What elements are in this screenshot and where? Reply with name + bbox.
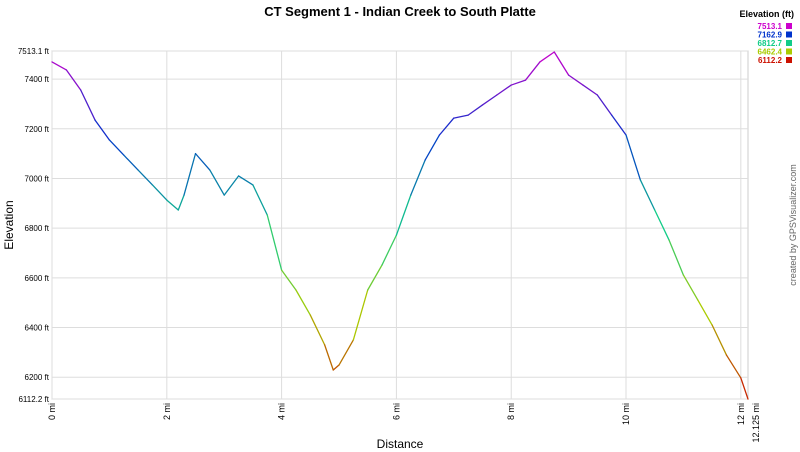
y-tick-label: 7200 ft: [25, 125, 50, 134]
elevation-segment: [639, 179, 656, 211]
elevation-segment: [94, 119, 111, 141]
elevation-segment: [266, 214, 283, 271]
elevation-segment: [453, 114, 469, 119]
y-tick-label: 7400 ft: [25, 75, 50, 84]
legend-label: 6462.4: [758, 48, 783, 57]
elevation-segment: [194, 152, 211, 171]
legend-label: 7162.9: [758, 31, 783, 40]
elevation-segment: [123, 154, 139, 171]
elevation-segment: [80, 89, 96, 121]
x-tick-label: 4 mi: [277, 403, 287, 420]
elevation-segment: [65, 69, 82, 91]
elevation-segment: [352, 289, 369, 341]
y-tick-label: 7000 ft: [25, 174, 50, 183]
elevation-segment: [424, 134, 441, 161]
elevation-segment: [137, 169, 154, 186]
y-tick-label: 6200 ft: [25, 373, 50, 382]
y-tick-label: 6112.2 ft: [18, 395, 49, 404]
elevation-segment: [295, 289, 311, 316]
elevation-segment: [309, 314, 326, 346]
elevation-segment: [524, 61, 541, 81]
elevation-segment: [332, 364, 340, 371]
legend-swatch: [786, 23, 792, 29]
elevation-segment: [237, 175, 254, 186]
elevation-segment: [539, 51, 555, 63]
legend-swatch: [786, 57, 792, 63]
elevation-segment: [567, 74, 584, 86]
y-tick-label: 6600 ft: [25, 274, 50, 283]
elevation-segment: [410, 159, 426, 196]
elevation-segment: [367, 264, 383, 291]
elevation-segment: [611, 114, 627, 136]
legend-title: Elevation (ft): [739, 9, 794, 19]
legend-swatch: [786, 40, 792, 46]
legend-swatch: [786, 48, 792, 55]
elevation-segment: [166, 199, 179, 211]
elevation-segment: [654, 209, 670, 241]
elevation-segment: [625, 134, 642, 181]
elevation-segment: [697, 299, 713, 326]
elevation-segment: [496, 84, 512, 96]
x-tick-label: 0 mi: [47, 403, 57, 420]
x-tick-label: 10 mi: [621, 403, 631, 425]
elevation-segment: [252, 184, 268, 216]
elevation-segment: [280, 269, 297, 291]
elevation-segment: [711, 324, 728, 356]
legend-label: 6112.2: [758, 56, 783, 65]
credit-text: created by GPSVisualizer.com: [788, 164, 798, 285]
elevation-segment: [338, 339, 355, 366]
elevation-segment: [177, 194, 185, 211]
legend-label: 7513.1: [758, 22, 783, 31]
elevation-segment: [51, 61, 68, 71]
elevation-segment: [324, 344, 334, 371]
elevation-segment: [510, 79, 527, 86]
elevation-segment: [467, 104, 484, 116]
elevation-segment: [682, 274, 699, 301]
elevation-segment: [108, 139, 125, 156]
elevation-segment: [553, 51, 570, 76]
elevation-segment: [395, 194, 412, 236]
y-tick-label: 7513.1 ft: [18, 47, 50, 56]
elevation-segment: [183, 152, 197, 196]
x-axis-label: Distance: [377, 437, 424, 451]
elevation-segment: [151, 184, 168, 201]
y-tick-label: 6800 ft: [25, 224, 50, 233]
x-tick-label: 6 mi: [391, 403, 401, 420]
elevation-segment: [438, 117, 455, 136]
elevation-segment: [725, 354, 742, 379]
x-tick-label: 2 mi: [162, 403, 172, 420]
x-tick-label: 8 mi: [506, 403, 516, 420]
x-tick-label: 12.125 mi: [751, 403, 761, 443]
elevation-segment: [209, 169, 225, 196]
elevation-segment: [582, 84, 598, 96]
elevation-segment: [668, 239, 685, 276]
chart-title: CT Segment 1 - Indian Creek to South Pla…: [264, 4, 536, 19]
elevation-segment: [223, 175, 240, 196]
y-axis-label: Elevation: [2, 200, 16, 249]
legend-swatch: [786, 31, 792, 38]
legend-label: 6812.7: [758, 39, 783, 48]
elevation-segment: [596, 94, 613, 116]
legend: Elevation (ft) 7513.17162.96812.76462.46…: [739, 9, 794, 65]
elevation-segment: [381, 234, 398, 266]
elevation-segment: [481, 94, 498, 106]
y-tick-label: 6400 ft: [25, 324, 50, 333]
elevation-segment: [740, 377, 749, 400]
x-tick-label: 12 mi: [736, 403, 746, 425]
